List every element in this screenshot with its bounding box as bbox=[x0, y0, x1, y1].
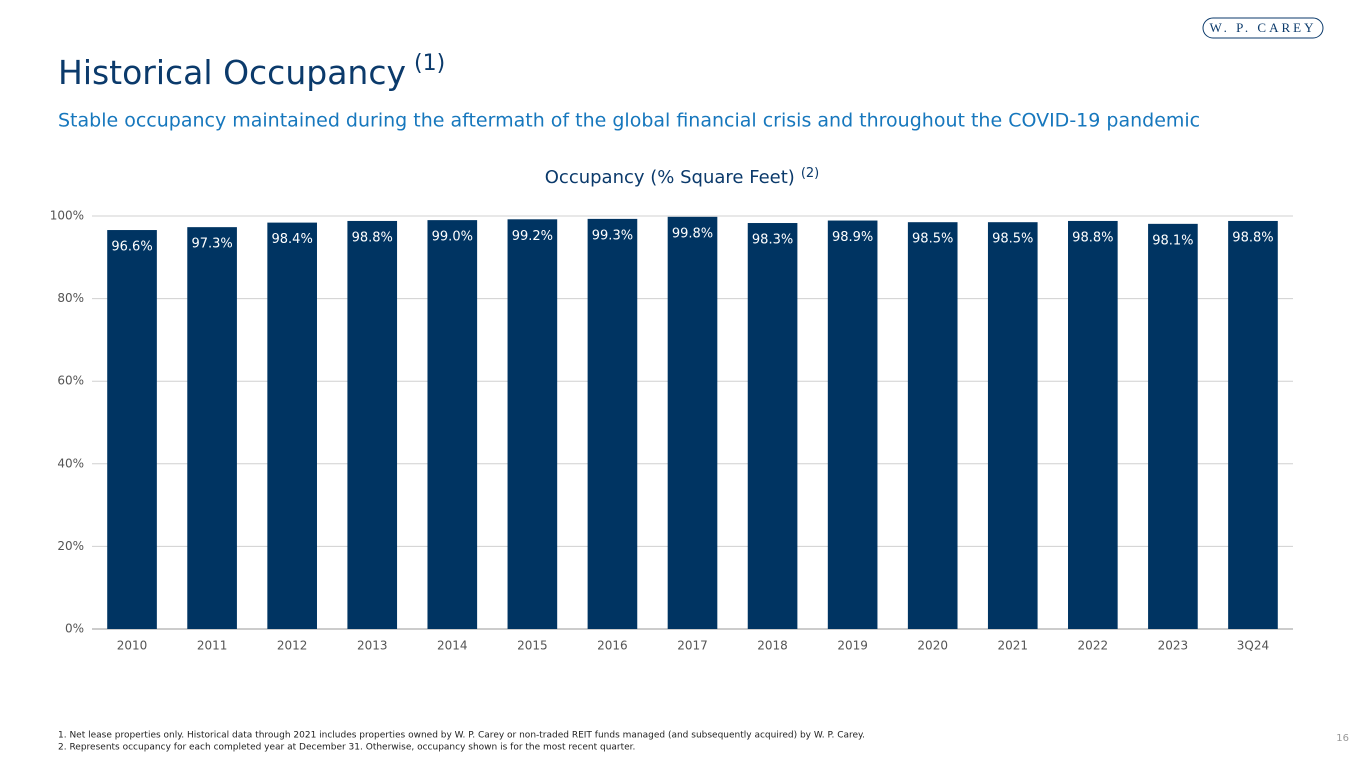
bar bbox=[1068, 220, 1118, 629]
data-label: 96.6% bbox=[111, 240, 152, 255]
y-tick-label: 100% bbox=[50, 209, 84, 223]
data-label: 99.2% bbox=[512, 229, 553, 244]
x-tick-label: 2017 bbox=[677, 639, 708, 653]
data-label: 98.8% bbox=[1232, 230, 1273, 245]
data-label: 98.3% bbox=[752, 233, 793, 248]
title: Historical Occupancy (1) bbox=[58, 51, 445, 92]
title-text: Historical Occupancy bbox=[58, 53, 406, 92]
y-tick-label: 80% bbox=[57, 291, 84, 305]
bar bbox=[1148, 223, 1198, 630]
y-tick-label: 60% bbox=[57, 374, 84, 388]
x-tick-label: 2012 bbox=[277, 639, 308, 653]
data-label: 97.3% bbox=[191, 237, 232, 252]
bar bbox=[827, 220, 878, 629]
data-label: 98.8% bbox=[352, 230, 393, 245]
data-label: 99.0% bbox=[432, 230, 473, 245]
data-label: 98.1% bbox=[1152, 233, 1193, 248]
x-tick-label: 2013 bbox=[357, 639, 388, 653]
bar bbox=[267, 222, 317, 629]
logo: W. P. CAREY bbox=[1210, 20, 1317, 35]
data-label: 99.8% bbox=[672, 226, 713, 241]
chart-title-text: Occupancy (% Square Feet) bbox=[545, 167, 795, 188]
data-label: 98.9% bbox=[832, 230, 873, 245]
bar bbox=[587, 218, 638, 630]
x-tick-label: 2018 bbox=[757, 639, 788, 653]
x-tick-label: 2011 bbox=[197, 639, 228, 653]
bar bbox=[1228, 220, 1278, 629]
bar bbox=[427, 220, 478, 629]
title-note: (1) bbox=[414, 51, 445, 76]
x-tick-label: 2014 bbox=[437, 639, 468, 653]
y-tick-label: 0% bbox=[65, 622, 84, 636]
x-tick-label: 2020 bbox=[917, 639, 948, 653]
x-tick-label: 2015 bbox=[517, 639, 548, 653]
x-tick-label: 2023 bbox=[1158, 639, 1189, 653]
data-label: 98.5% bbox=[912, 232, 953, 247]
x-tick-label: 2019 bbox=[837, 639, 868, 653]
bar bbox=[187, 227, 237, 629]
y-tick-label: 20% bbox=[57, 539, 84, 553]
footnote: 2. Represents occupancy for each complet… bbox=[58, 743, 635, 753]
bar bbox=[507, 219, 558, 629]
logo-frame bbox=[1202, 17, 1324, 39]
data-label: 98.4% bbox=[272, 232, 313, 247]
subtitle: Stable occupancy maintained during the a… bbox=[58, 110, 1200, 132]
page-number: 16 bbox=[1336, 733, 1349, 744]
bar bbox=[107, 230, 157, 630]
bar bbox=[347, 220, 398, 629]
bar bbox=[987, 222, 1038, 629]
footnote: 1. Net lease properties only. Historical… bbox=[58, 731, 865, 741]
x-tick-label: 2010 bbox=[117, 639, 148, 653]
data-label: 98.5% bbox=[992, 232, 1033, 247]
data-label: 98.8% bbox=[1072, 230, 1113, 245]
data-label: 99.3% bbox=[592, 228, 633, 243]
bar bbox=[907, 222, 958, 629]
x-tick-label: 2016 bbox=[597, 639, 628, 653]
chart-title: Occupancy (% Square Feet) (2) bbox=[545, 166, 819, 189]
x-tick-label: 2021 bbox=[997, 639, 1028, 653]
bar bbox=[747, 223, 798, 629]
bar bbox=[667, 216, 718, 630]
y-tick-label: 40% bbox=[57, 456, 84, 470]
x-tick-label: 3Q24 bbox=[1237, 639, 1269, 653]
chart-title-note: (2) bbox=[801, 166, 819, 181]
x-tick-label: 2022 bbox=[1078, 639, 1109, 653]
